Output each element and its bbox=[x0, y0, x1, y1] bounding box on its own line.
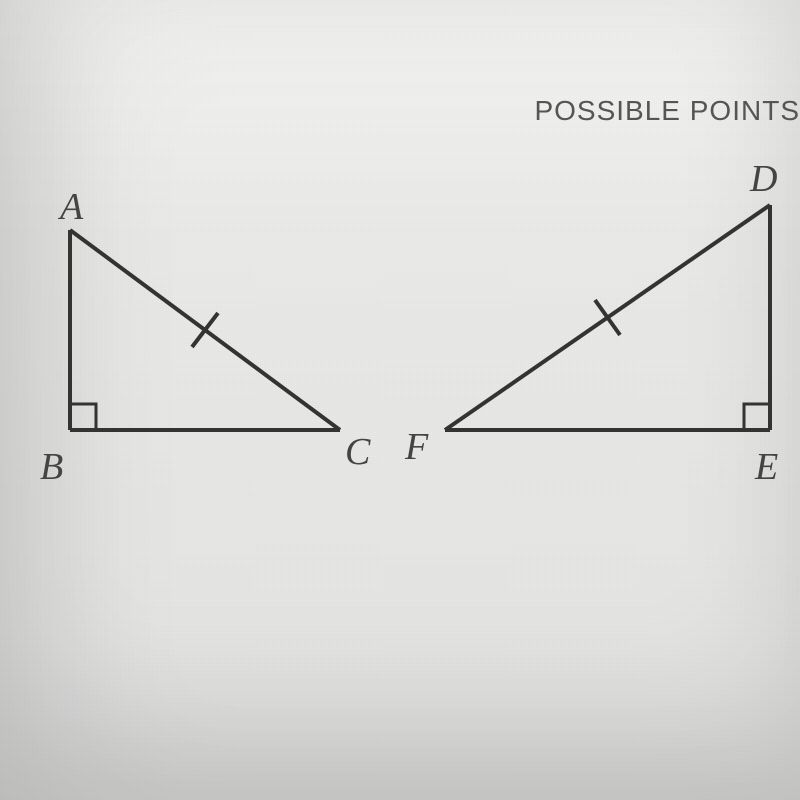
label-c: C bbox=[345, 430, 370, 474]
label-d: D bbox=[750, 157, 777, 201]
tick-fd bbox=[595, 300, 620, 335]
label-b: B bbox=[40, 445, 63, 489]
label-e: E bbox=[755, 445, 778, 489]
right-angle-e bbox=[744, 404, 770, 430]
label-a: A bbox=[60, 185, 83, 229]
label-f: F bbox=[405, 425, 428, 469]
triangle-def bbox=[0, 0, 800, 800]
diagram-container: POSSIBLE POINTS A B C D E F bbox=[0, 0, 800, 800]
